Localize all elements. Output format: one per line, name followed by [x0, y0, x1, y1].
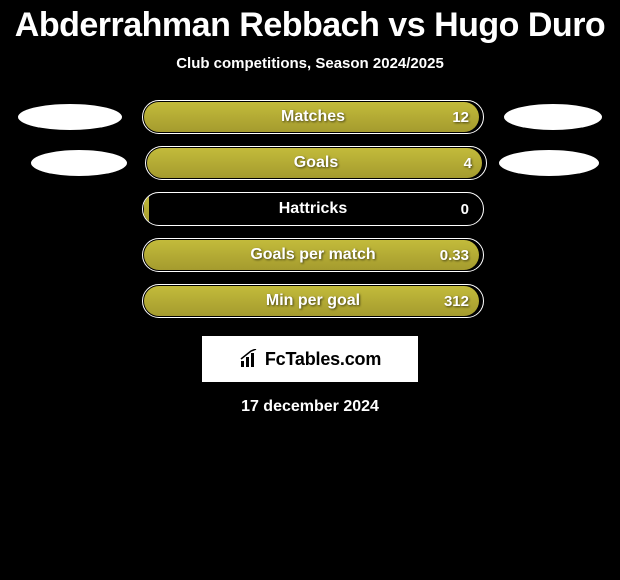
stat-value: 0	[461, 193, 469, 225]
stat-row: Min per goal312	[0, 284, 620, 318]
stat-bar: Matches12	[142, 100, 484, 134]
stat-value: 0.33	[440, 239, 469, 271]
stat-label: Matches	[143, 101, 483, 133]
player-left-marker	[18, 288, 122, 314]
stat-bar: Min per goal312	[142, 284, 484, 318]
player-left-marker	[18, 242, 122, 268]
player-left-marker	[18, 104, 122, 130]
player-right-marker	[499, 150, 599, 176]
stat-value: 312	[444, 285, 469, 317]
player-right-marker	[504, 104, 602, 130]
stat-value: 4	[464, 147, 472, 179]
bar-chart-icon	[239, 349, 259, 369]
stat-bar: Hattricks0	[142, 192, 484, 226]
stat-row: Goals4	[0, 146, 620, 180]
stat-label: Hattricks	[143, 193, 483, 225]
branding-text: FcTables.com	[265, 349, 381, 370]
subtitle: Club competitions, Season 2024/2025	[0, 55, 620, 72]
stat-value: 12	[452, 101, 469, 133]
stat-row: Goals per match0.33	[0, 238, 620, 272]
stat-label: Goals per match	[143, 239, 483, 271]
stat-row: Hattricks0	[0, 192, 620, 226]
stat-row: Matches12	[0, 100, 620, 134]
date-label: 17 december 2024	[0, 398, 620, 416]
player-right-marker	[504, 242, 602, 268]
player-left-marker	[31, 150, 127, 176]
stat-label: Min per goal	[143, 285, 483, 317]
player-left-marker	[18, 196, 122, 222]
stat-label: Goals	[146, 147, 486, 179]
player-right-marker	[504, 288, 602, 314]
page-title: Abderrahman Rebbach vs Hugo Duro	[0, 6, 620, 45]
player-right-marker	[504, 196, 602, 222]
branding-badge[interactable]: FcTables.com	[202, 336, 418, 382]
comparison-widget: Abderrahman Rebbach vs Hugo Duro Club co…	[0, 0, 620, 416]
stat-bar: Goals4	[145, 146, 487, 180]
stat-bar: Goals per match0.33	[142, 238, 484, 272]
stats-container: Matches12 Goals4 Hattricks0 Goals per match…	[0, 100, 620, 318]
